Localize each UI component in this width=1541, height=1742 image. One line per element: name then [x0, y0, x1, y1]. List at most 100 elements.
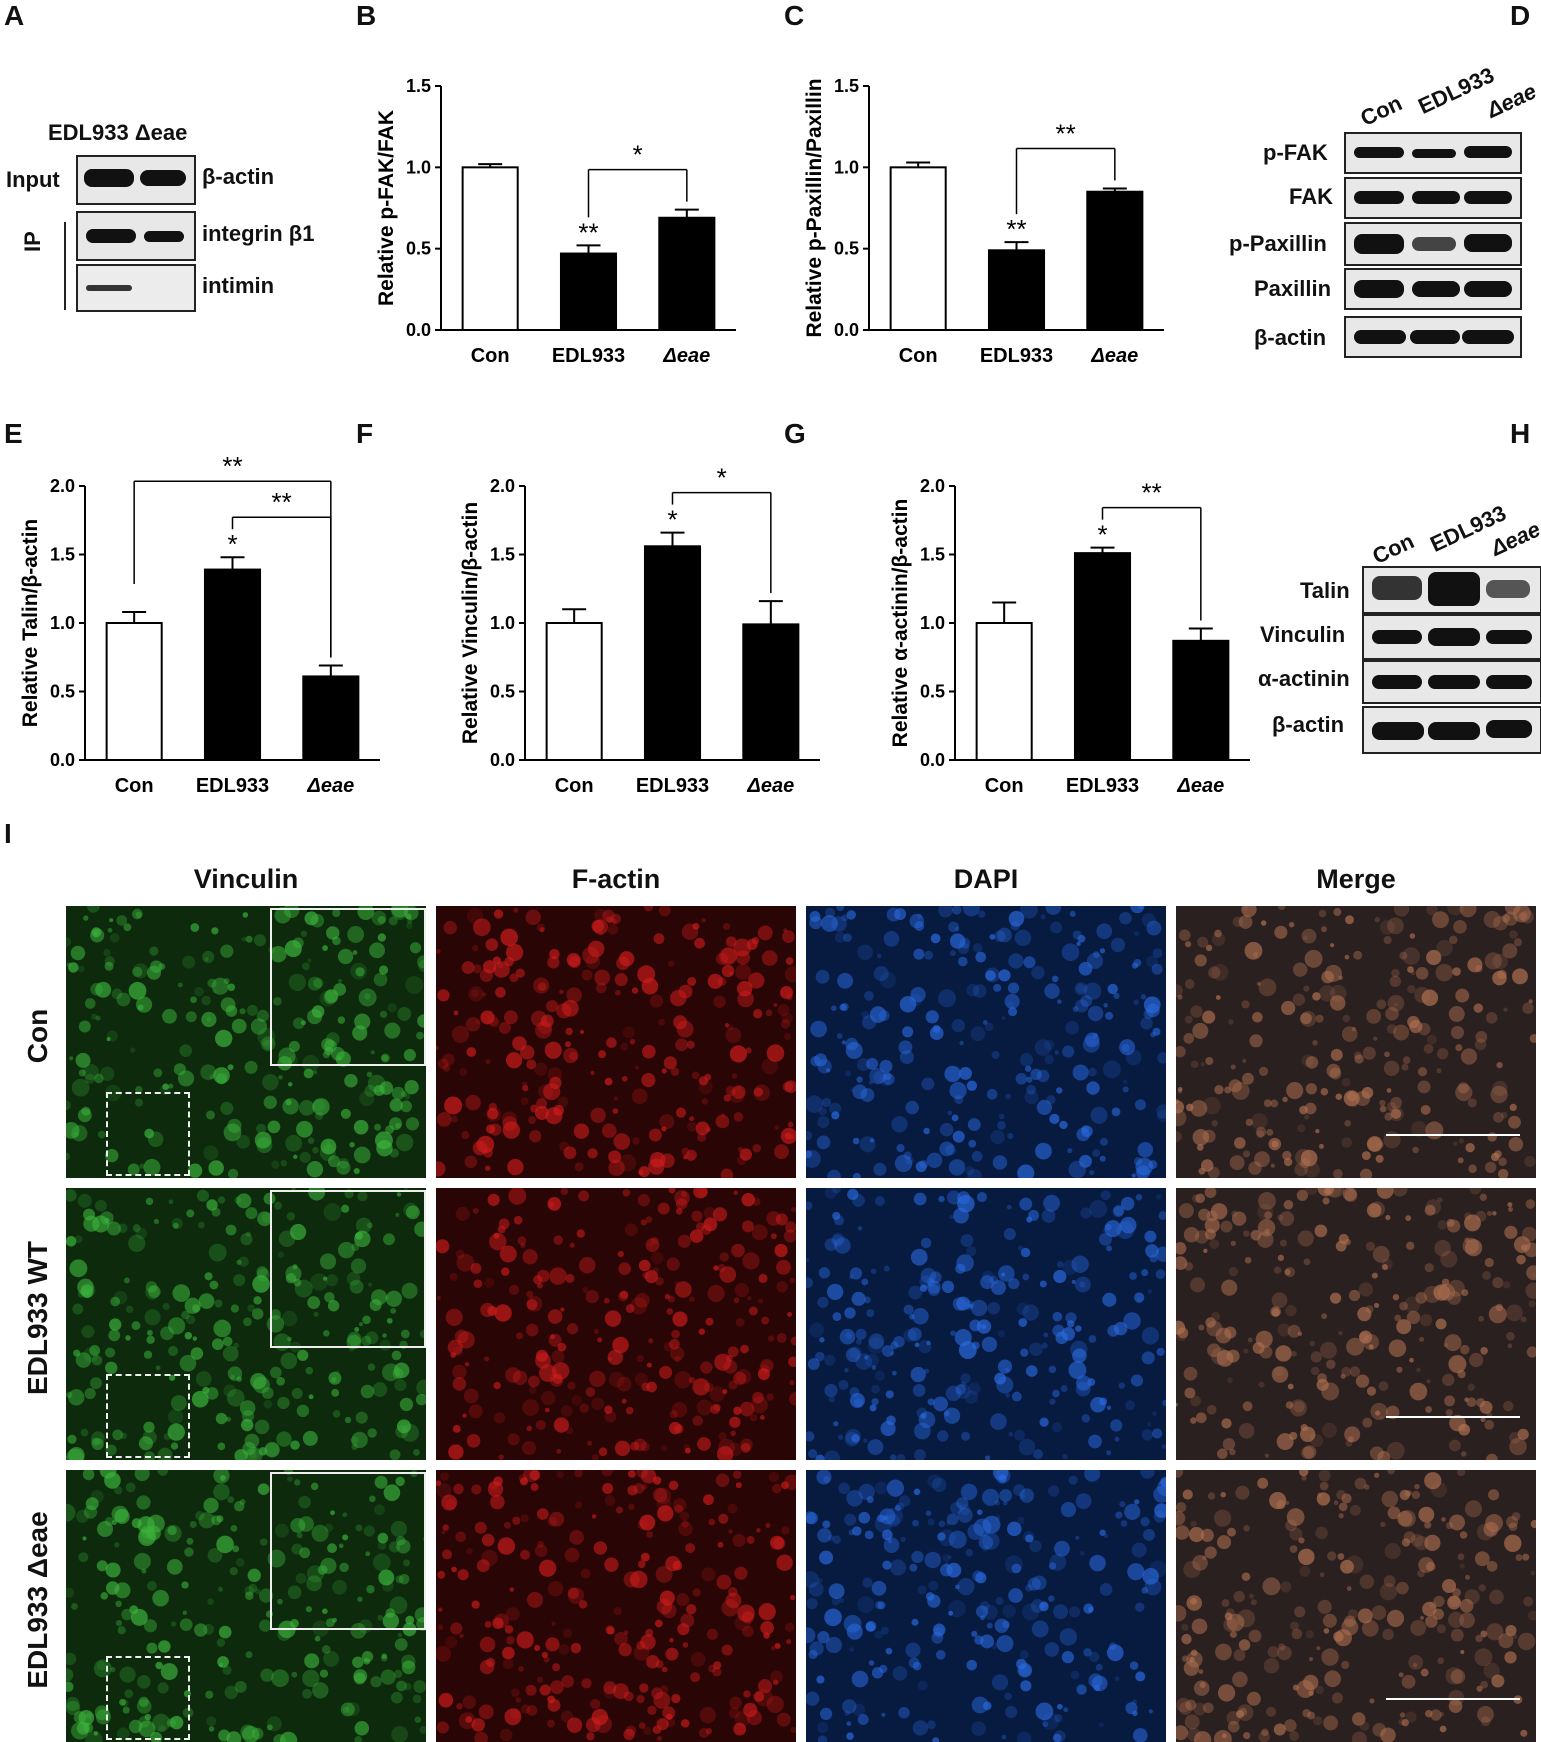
cell-blob — [1215, 995, 1221, 1000]
cell-blob — [810, 1056, 821, 1067]
cell-blob — [806, 1095, 824, 1114]
cell-blob — [1133, 999, 1139, 1005]
cell-blob — [417, 955, 426, 969]
cell-blob — [914, 1342, 920, 1348]
cell-blob — [957, 1191, 971, 1205]
cell-blob — [966, 1246, 977, 1257]
cell-blob — [1278, 1643, 1286, 1651]
cell-blob — [267, 1549, 286, 1568]
cell-blob — [639, 1683, 649, 1693]
cell-blob — [1243, 1348, 1249, 1354]
cell-blob — [1020, 1247, 1031, 1258]
cell-blob — [708, 1518, 716, 1526]
cell-blob — [1119, 911, 1132, 925]
cell-blob — [505, 943, 524, 962]
cell-blob — [1504, 1534, 1522, 1553]
cell-blob — [1008, 910, 1025, 927]
cell-blob — [1375, 1154, 1384, 1163]
cell-blob — [760, 1621, 774, 1635]
cell-blob — [162, 1303, 170, 1311]
cell-blob — [817, 1735, 828, 1742]
cell-blob — [91, 1431, 105, 1445]
cell-blob — [218, 1729, 231, 1742]
cell-blob — [1426, 1379, 1431, 1384]
cell-blob — [526, 1299, 538, 1311]
cell-blob — [103, 948, 111, 957]
cell-blob — [961, 1431, 971, 1441]
cell-blob — [740, 1442, 751, 1453]
cell-blob — [836, 906, 845, 911]
cell-blob — [1425, 1121, 1444, 1140]
cell-blob — [305, 1606, 313, 1613]
cell-blob — [846, 910, 856, 920]
cell-blob — [849, 1267, 863, 1280]
cell-blob — [147, 965, 162, 980]
cell-blob — [885, 1507, 904, 1526]
cell-blob — [671, 1402, 688, 1418]
cell-blob — [416, 1031, 424, 1040]
cell-blob — [1264, 1453, 1270, 1458]
cell-blob — [861, 1010, 870, 1019]
cell-blob — [108, 1329, 121, 1342]
cell-blob — [1432, 911, 1449, 929]
cell-blob — [913, 948, 925, 960]
cell-blob — [225, 1224, 237, 1236]
cell-blob — [1379, 1415, 1384, 1420]
cell-blob — [1504, 1651, 1517, 1664]
cell-blob — [344, 1073, 358, 1088]
cell-blob — [1457, 1157, 1464, 1164]
cell-blob — [1147, 1422, 1152, 1427]
cell-blob — [1233, 1590, 1245, 1603]
cell-blob — [677, 1234, 691, 1248]
cell-blob — [1193, 1702, 1207, 1716]
cell-blob — [734, 1615, 751, 1632]
cell-blob — [1220, 1220, 1233, 1233]
cell-blob — [78, 1069, 86, 1077]
cell-blob — [701, 1567, 716, 1582]
cell-blob — [495, 987, 506, 998]
cell-blob — [452, 1364, 467, 1380]
cell-blob — [1473, 1003, 1483, 1013]
cell-blob — [136, 1698, 152, 1714]
cell-blob — [686, 1040, 695, 1049]
cell-blob — [335, 1370, 340, 1375]
cell-blob — [1285, 1519, 1297, 1532]
cell-blob — [91, 927, 102, 938]
cell-blob — [472, 964, 482, 974]
cell-blob — [676, 1593, 690, 1606]
cell-blob — [378, 1569, 395, 1586]
cell-blob — [627, 1485, 638, 1496]
cell-blob — [562, 1628, 573, 1638]
cell-blob — [849, 1392, 865, 1408]
cell-blob — [971, 1721, 987, 1737]
cell-blob — [926, 1340, 931, 1346]
cell-blob — [163, 1432, 172, 1441]
cell-blob — [929, 1026, 944, 1040]
cell-blob — [993, 983, 1002, 992]
cell-blob — [254, 1131, 272, 1149]
y-tick-label: 0.5 — [490, 682, 515, 702]
cell-blob — [623, 1630, 629, 1635]
cell-blob — [877, 1601, 886, 1610]
cell-blob — [833, 1421, 839, 1427]
cell-blob — [546, 1000, 559, 1013]
cell-blob — [1041, 1342, 1048, 1349]
cell-blob — [1222, 1437, 1236, 1451]
cell-blob — [1450, 1669, 1466, 1684]
cell-blob — [912, 1383, 926, 1397]
y-tick-label: 1.0 — [490, 613, 515, 633]
cell-blob — [607, 923, 619, 935]
cell-blob — [1052, 1389, 1060, 1398]
cell-blob — [1321, 1313, 1328, 1320]
cell-blob — [279, 1731, 298, 1742]
cell-blob — [195, 1511, 205, 1521]
cell-blob — [1417, 1067, 1428, 1077]
cell-blob — [346, 1271, 361, 1286]
cell-blob — [657, 1736, 662, 1741]
cell-blob — [566, 1717, 583, 1733]
cell-blob — [236, 1193, 252, 1209]
cell-blob — [643, 1726, 652, 1735]
cell-blob — [1430, 1709, 1442, 1721]
cell-blob — [307, 958, 312, 963]
cell-blob — [528, 1375, 540, 1388]
